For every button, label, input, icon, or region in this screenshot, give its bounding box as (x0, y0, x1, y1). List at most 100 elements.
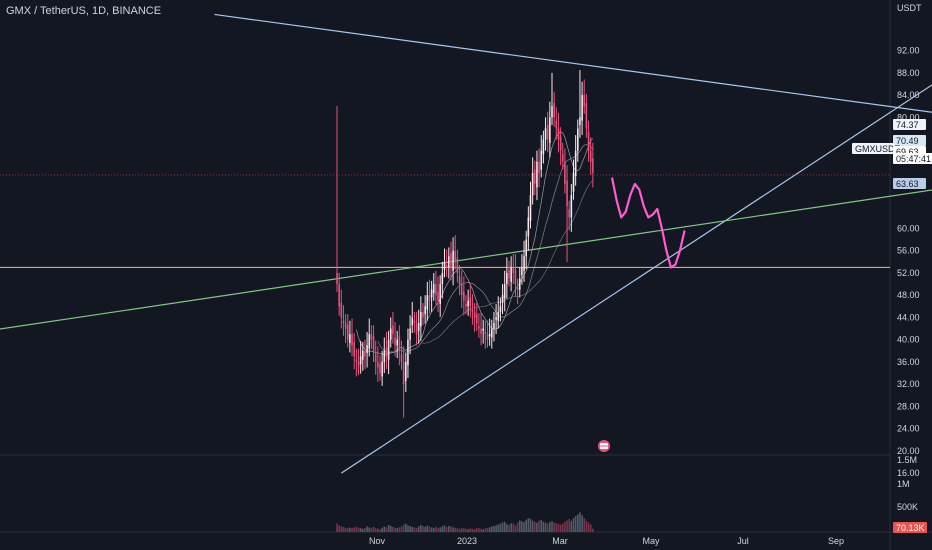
candle-body (336, 272, 338, 285)
volume-bar (488, 527, 491, 532)
candle-body (413, 320, 416, 324)
symbol-title[interactable]: GMX / TetherUS, 1D, BINANCE (6, 5, 162, 17)
volume-bar (561, 523, 564, 532)
price-axis-unit: USDT (897, 3, 922, 13)
price-badge-text: GMXUSDT (855, 144, 901, 154)
volume-bar (430, 527, 433, 532)
volume-bar (510, 523, 512, 532)
candle-body (355, 359, 358, 362)
volume-bar (469, 528, 472, 532)
price-tick-label: 92.00 (897, 46, 920, 56)
projection-path (611, 177, 686, 269)
price-tick-label: 48.00 (897, 290, 920, 300)
volume-bar (428, 526, 431, 532)
volume-bar (432, 527, 435, 532)
price-badge (893, 178, 926, 189)
volume-bar (370, 527, 373, 532)
candle-body (557, 128, 560, 140)
volume-bar (460, 527, 463, 532)
candle-body (536, 161, 538, 188)
volume-bar (407, 525, 409, 532)
volume-bar (480, 528, 482, 532)
candle-body (523, 256, 525, 271)
volume-bar (346, 528, 349, 532)
volume-bar (493, 525, 495, 532)
volume-bar (413, 527, 416, 532)
moving-averages (356, 131, 594, 355)
candle-body (432, 284, 435, 293)
candle-body (338, 284, 340, 307)
candle-body (396, 339, 398, 346)
time-axis[interactable]: Nov 2023 Mar May Jul Sep (369, 536, 844, 546)
candle-body (392, 325, 394, 335)
candle-body (570, 195, 573, 218)
candle-body (405, 361, 407, 381)
volume-bar (495, 525, 497, 532)
volume-bar (338, 525, 340, 532)
volume-bar (379, 529, 381, 532)
candle-body (402, 361, 405, 385)
candle-body (499, 306, 502, 312)
candle-body (546, 125, 549, 140)
volume-bar (389, 525, 392, 532)
volume-bar (357, 527, 360, 532)
price-tick-label: 20.00 (897, 446, 920, 456)
price-badge-text: 05:47:41 (896, 154, 931, 164)
trend-lines[interactable] (0, 13, 932, 474)
candle-body (426, 295, 429, 310)
volume-bar (542, 521, 545, 532)
candle-body (346, 325, 349, 340)
volume-bar (572, 518, 575, 532)
moving-average-20 (377, 144, 594, 353)
candle-body (445, 265, 448, 268)
candle-body (366, 345, 368, 354)
candle-body (340, 303, 343, 318)
volume-bar (531, 520, 534, 532)
volume-bar (536, 522, 538, 532)
candle-body (428, 295, 431, 301)
volume-bar (579, 512, 581, 532)
volume-bar (482, 529, 484, 532)
candle-body (544, 128, 547, 140)
volume-bar (355, 526, 358, 532)
volume-bar (473, 529, 476, 532)
time-tick-label: Nov (369, 536, 386, 546)
candle-body (409, 328, 411, 340)
event-marker-icon[interactable] (598, 440, 610, 452)
candle-body (443, 261, 446, 270)
candle-body (561, 153, 564, 162)
volume-bar (514, 525, 517, 532)
candle-body (531, 172, 534, 196)
volume-bar (544, 522, 547, 532)
volume-bar (398, 527, 401, 532)
volume-bar (559, 524, 562, 532)
candle-body (495, 317, 497, 320)
candle-body (374, 354, 377, 362)
candle-body (394, 337, 396, 346)
price-tick-label: 44.00 (897, 312, 920, 322)
volume-bar (583, 518, 586, 532)
candle-body (484, 331, 487, 335)
volume-bar (359, 528, 362, 532)
candle-body (430, 289, 433, 298)
volume-bar (506, 524, 508, 532)
volume-bars (336, 512, 594, 532)
volume-bar (439, 527, 441, 532)
candle-body (482, 328, 484, 331)
volume-badge (893, 522, 927, 533)
trend-line-3 (0, 189, 932, 330)
volume-bar (353, 527, 355, 532)
price-axis[interactable]: USDT 92.0088.0084.0080.0076.0060.0056.00… (897, 3, 922, 478)
projection-drawing[interactable] (611, 177, 686, 269)
volume-bar (454, 527, 457, 532)
candle-body (467, 300, 469, 307)
volume-bar (372, 526, 375, 532)
volume-badge-text: 70.13K (896, 523, 925, 533)
volume-bar (437, 528, 439, 532)
candle-body (512, 267, 515, 273)
volume-bar (422, 525, 424, 532)
volume-bar (336, 523, 338, 532)
candle-body (441, 272, 444, 285)
candle-body (572, 172, 575, 192)
